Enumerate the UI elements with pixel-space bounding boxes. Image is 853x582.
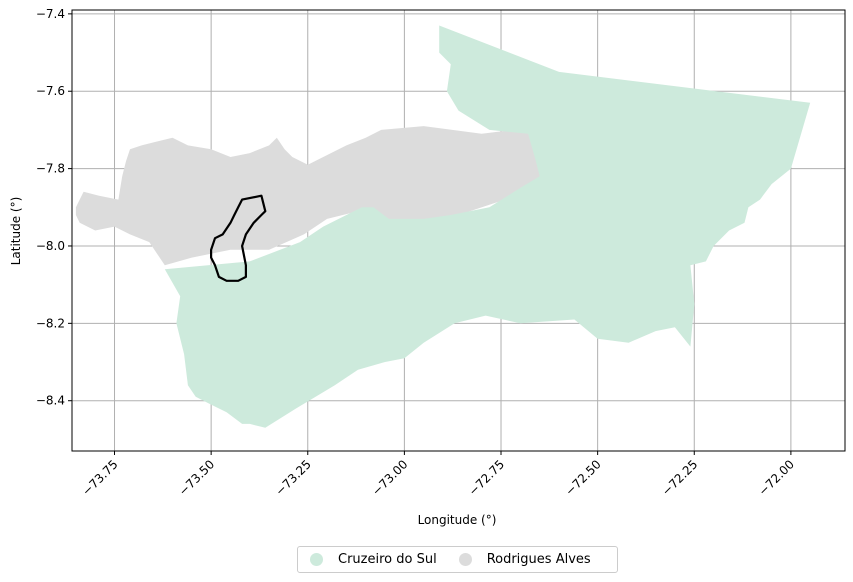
x-axis-label: Longitude (°): [418, 513, 497, 527]
x-tick-label: −73.50: [176, 457, 217, 498]
legend-label: Cruzeiro do Sul: [338, 552, 437, 567]
region-rodrigues-alves: [75, 126, 552, 266]
y-tick-label: −8.4: [36, 394, 65, 408]
y-tick-label: −7.8: [36, 162, 65, 176]
x-tick-label: −72.25: [659, 457, 700, 498]
legend: Cruzeiro do Sul Rodrigues Alves: [297, 546, 618, 573]
x-axis: −73.75 −73.50 −73.25 −73.00 −72.75 −72.50 −72.…: [79, 451, 797, 499]
y-tick-label: −8.2: [36, 316, 65, 330]
highlight-outline: [210, 194, 267, 282]
plot-frame: [71, 9, 846, 452]
y-axis: −7.4 −7.6 −7.8 −8.0 −8.2 −8.4: [36, 7, 72, 408]
legend-marker: [458, 553, 472, 566]
regions: [75, 25, 811, 428]
x-tick-label: −73.75: [79, 457, 120, 498]
y-axis-label: Latitude (°): [9, 197, 23, 266]
x-tick-label: −73.00: [369, 457, 410, 498]
legend-item-rodrigues-alves: Rodrigues Alves: [458, 552, 591, 567]
x-tick-label: −72.50: [562, 457, 603, 498]
region-cruzeiro-do-sul: [164, 25, 811, 428]
y-tick-label: −7.4: [36, 7, 65, 21]
y-tick-label: −8.0: [36, 239, 65, 253]
legend-marker: [310, 553, 323, 566]
x-tick-label: −72.75: [466, 457, 507, 498]
legend-item-cruzeiro-do-sul: Cruzeiro do Sul: [310, 552, 437, 567]
y-tick-label: −7.6: [36, 84, 65, 98]
x-tick-label: −72.00: [756, 457, 797, 498]
outline-layer: [210, 194, 267, 282]
x-tick-label: −73.25: [273, 457, 314, 498]
legend-label: Rodrigues Alves: [486, 552, 591, 567]
